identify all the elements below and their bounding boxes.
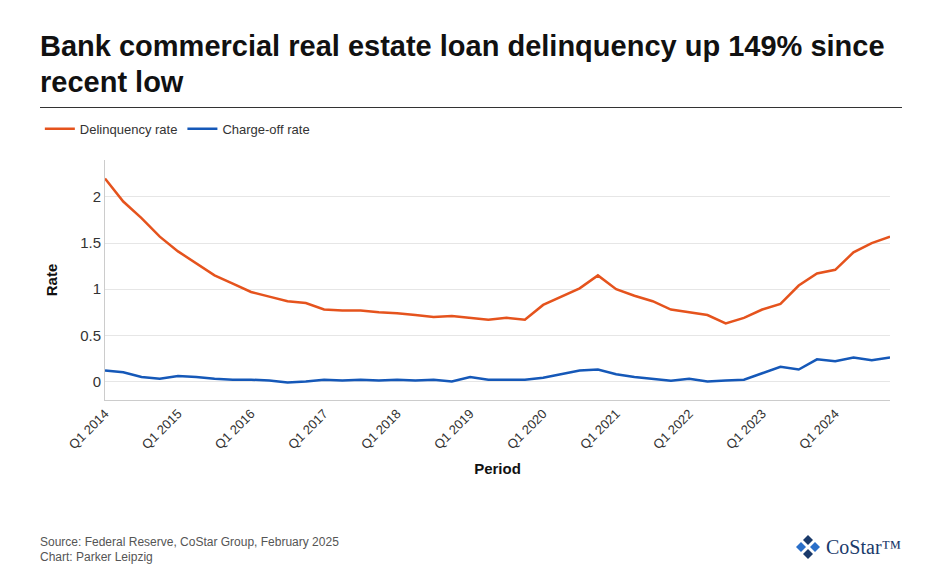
svg-text:Q1 2024: Q1 2024: [796, 406, 842, 452]
svg-text:Period: Period: [474, 460, 521, 477]
svg-text:Q1 2022: Q1 2022: [650, 406, 696, 452]
svg-text:Q1 2017: Q1 2017: [285, 406, 331, 452]
svg-text:Q1 2019: Q1 2019: [431, 406, 477, 452]
svg-text:1: 1: [93, 280, 101, 297]
svg-text:Q1 2018: Q1 2018: [358, 406, 404, 452]
svg-text:Rate: Rate: [43, 264, 60, 297]
svg-text:Q1 2015: Q1 2015: [139, 406, 185, 452]
svg-text:2: 2: [93, 188, 101, 205]
svg-text:Delinquency rate: Delinquency rate: [80, 122, 178, 137]
svg-text:Q1 2023: Q1 2023: [723, 406, 769, 452]
html-text:Source: Federal Reserve, CoSta: Source: Federal Reserve, CoStar Group, F…: [40, 535, 339, 549]
svg-text:Q1 2021: Q1 2021: [577, 406, 623, 452]
svg-text:Q1 2014: Q1 2014: [66, 406, 112, 452]
html-text:CoStar™: CoStar™: [826, 535, 902, 558]
html-text:Chart: Parker Leipzig: Chart: Parker Leipzig: [40, 550, 153, 564]
svg-text:Q1 2016: Q1 2016: [212, 406, 258, 452]
html-text:Bank commercial real estate lo: Bank commercial real estate loan delinqu…: [40, 30, 885, 98]
svg-text:Charge-off rate: Charge-off rate: [222, 122, 309, 137]
svg-text:Q1 2020: Q1 2020: [504, 406, 550, 452]
svg-text:0: 0: [93, 373, 101, 390]
svg-text:0.5: 0.5: [80, 327, 101, 344]
svg-text:1.5: 1.5: [80, 234, 101, 251]
